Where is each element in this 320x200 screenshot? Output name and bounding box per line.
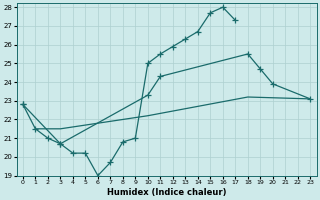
- X-axis label: Humidex (Indice chaleur): Humidex (Indice chaleur): [107, 188, 226, 197]
